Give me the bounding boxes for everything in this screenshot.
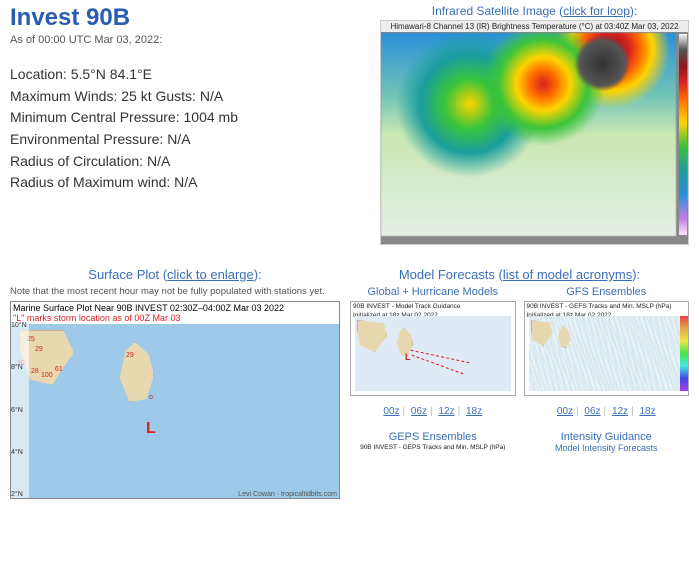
stats-block: Location: 5.5°N 84.1°E Maximum Winds: 25… (10, 64, 370, 194)
lat-tick: 4°N (11, 449, 29, 456)
station-obs: 100 (41, 372, 53, 379)
models-section-title: Model Forecasts (list of model acronyms)… (350, 267, 689, 282)
sat-title-suffix: ): (630, 4, 637, 18)
winds-value: 25 kt Gusts: N/A (121, 88, 223, 104)
global-cycle-00z[interactable]: 00z (383, 406, 399, 417)
geps-heading: GEPS Ensembles (350, 431, 516, 443)
global-models-heading: Global + Hurricane Models (350, 286, 516, 298)
gfs-cycle-18z[interactable]: 18z (639, 406, 655, 417)
global-thumb-title: 90B INVEST - Model Track Guidance (351, 302, 515, 311)
sat-image[interactable]: Himawari-8 Channel 13 (IR) Brightness Te… (380, 20, 689, 245)
gfs-heading: GFS Ensembles (524, 286, 690, 298)
sat-caption: Himawari-8 Channel 13 (IR) Brightness Te… (381, 21, 688, 32)
models-title-suffix: ): (632, 267, 640, 282)
surface-plot-title: Marine Surface Plot Near 90B INVEST 02:3… (13, 303, 337, 313)
global-cycle-12z[interactable]: 12z (438, 406, 454, 417)
surface-credit: Levi Cowan · tropicaltidbits.com (238, 491, 337, 498)
surface-plot-subtitle: "L" marks storm location as of 00Z Mar 0… (13, 313, 337, 323)
pressure-value: 1004 mb (184, 109, 238, 125)
sat-canvas (381, 33, 676, 236)
env-pressure-label: Environmental Pressure: (10, 131, 163, 147)
surface-enlarge-link[interactable]: click to enlarge (167, 267, 254, 282)
lat-tick: 8°N (11, 364, 29, 371)
winds-label: Maximum Winds: (10, 88, 117, 104)
global-cycle-06z[interactable]: 06z (411, 406, 427, 417)
station-obs: o (149, 394, 153, 401)
station-obs: 29 (35, 346, 43, 353)
global-thumb[interactable]: 90B INVEST - Model Track Guidance Initia… (350, 301, 516, 396)
lat-tick: 2°N (11, 491, 29, 498)
surface-title-suffix: ): (254, 267, 262, 282)
storm-marker: L (146, 420, 156, 438)
station-obs: 61 (55, 366, 63, 373)
lat-tick: 6°N (11, 407, 29, 414)
global-cycle-links: 00z| 06z| 12z| 18z (350, 406, 516, 417)
sat-title-prefix: Infrared Satellite Image ( (432, 4, 563, 18)
roc-label: Radius of Circulation: (10, 153, 143, 169)
surface-plot-header: Marine Surface Plot Near 90B INVEST 02:3… (11, 302, 339, 324)
landmass-srilanka (116, 342, 154, 402)
gfs-colorbar (680, 316, 688, 391)
surface-section-title: Surface Plot (click to enlarge): (10, 267, 340, 282)
gfs-thumb[interactable]: 90B INVEST - GEFS Tracks and Min. MSLP (… (524, 301, 690, 396)
gfs-cycle-00z[interactable]: 00z (557, 406, 573, 417)
gfs-thumb-title: 90B INVEST - GEFS Tracks and Min. MSLP (… (525, 302, 689, 311)
surface-plot[interactable]: Marine Surface Plot Near 90B INVEST 02:3… (10, 301, 340, 499)
location-value: 5.5°N 84.1°E (71, 66, 152, 82)
page-title: Invest 90B (10, 4, 370, 32)
surface-note: Note that the most recent hour may not b… (10, 286, 340, 297)
sat-loop-link[interactable]: click for loop (563, 4, 630, 18)
intensity-sub: Model Intensity Forecasts (524, 443, 690, 453)
pressure-label: Minimum Central Pressure: (10, 109, 180, 125)
model-acronyms-link[interactable]: list of model acronyms (503, 267, 632, 282)
station-obs: 28 (31, 368, 39, 375)
sat-section-title: Infrared Satellite Image (click for loop… (380, 4, 689, 18)
gfs-cycle-links: 00z| 06z| 12z| 18z (524, 406, 690, 417)
geps-thumb-title: 90B INVEST - GEPS Tracks and Min. MSLP (… (350, 443, 516, 452)
as-of-line: As of 00:00 UTC Mar 03, 2022: (10, 34, 370, 46)
rmw-value: N/A (174, 174, 197, 190)
surface-title-prefix: Surface Plot ( (88, 267, 167, 282)
lat-axis: 10°N 8°N 6°N 4°N 2°N (11, 322, 29, 498)
roc-value: N/A (147, 153, 170, 169)
intensity-heading: Intensity Guidance (524, 431, 690, 443)
rmw-label: Radius of Maximum wind: (10, 174, 170, 190)
station-obs: 29 (126, 352, 134, 359)
global-thumb-map: L (355, 316, 511, 391)
location-label: Location: (10, 66, 67, 82)
sat-colorbar (678, 33, 688, 236)
gfs-cycle-12z[interactable]: 12z (612, 406, 628, 417)
gfs-cycle-06z[interactable]: 06z (584, 406, 600, 417)
models-title-prefix: Model Forecasts ( (399, 267, 503, 282)
global-cycle-18z[interactable]: 18z (466, 406, 482, 417)
env-pressure-value: N/A (167, 131, 190, 147)
gfs-thumb-map (529, 316, 685, 391)
lat-tick: 10°N (11, 322, 29, 329)
